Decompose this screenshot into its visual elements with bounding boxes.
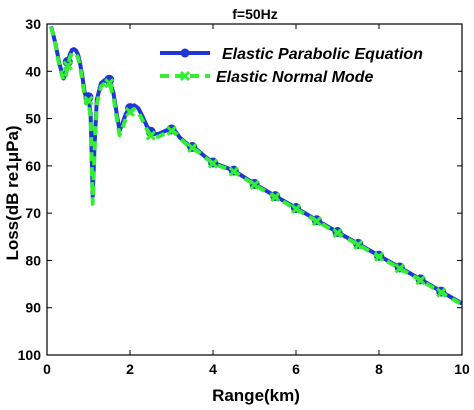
marker-stroke bbox=[166, 125, 177, 136]
marker-stroke bbox=[290, 203, 302, 214]
x-tick-label: 6 bbox=[292, 361, 300, 377]
series-1-marker-8 bbox=[228, 166, 239, 177]
marker-stroke bbox=[187, 142, 198, 153]
y-tick-label: 40 bbox=[25, 63, 41, 79]
series-1-marker-2 bbox=[104, 78, 115, 89]
marker-stroke bbox=[270, 192, 281, 203]
marker-stroke bbox=[228, 166, 239, 177]
marker-stroke bbox=[394, 263, 405, 274]
x-tick-label: 2 bbox=[126, 361, 134, 377]
series-1-marker-18 bbox=[436, 287, 447, 298]
marker-stroke bbox=[249, 179, 260, 190]
y-axis-label: Loss(dB re1μPa) bbox=[3, 125, 22, 260]
x-tick-label: 4 bbox=[209, 361, 217, 377]
series-1-marker-9 bbox=[249, 179, 260, 190]
legend-marker-parabolic bbox=[180, 48, 190, 58]
x-tick-label: 8 bbox=[375, 361, 383, 377]
x-tick-label: 10 bbox=[454, 361, 470, 377]
legend-marker-normal-mode bbox=[179, 70, 191, 82]
series-1-marker-0 bbox=[62, 60, 73, 71]
series-1-marker-13 bbox=[332, 227, 343, 239]
x-axis-label: Range(km) bbox=[212, 386, 300, 405]
legend-label-parabolic: Elastic Parabolic Equation bbox=[222, 46, 423, 63]
marker-stroke bbox=[207, 158, 219, 169]
series-1-marker-16 bbox=[394, 263, 405, 274]
marker-stroke bbox=[124, 106, 136, 118]
legend-box bbox=[150, 36, 458, 90]
marker-stroke bbox=[373, 251, 385, 262]
legend: Elastic Parabolic Equation Elastic Norma… bbox=[150, 36, 458, 90]
y-tick-label: 70 bbox=[25, 205, 41, 221]
marker-stroke bbox=[83, 95, 94, 106]
y-tick-label: 100 bbox=[18, 347, 42, 363]
y-tick-label: 50 bbox=[25, 111, 41, 127]
series-layer bbox=[49, 25, 463, 307]
y-tick-label: 90 bbox=[25, 300, 41, 316]
legend-label-normal-mode: Elastic Normal Mode bbox=[216, 69, 373, 86]
axes-layer: 0 2 4 6 8 10 30 40 50 60 70 80 90 100 bbox=[18, 16, 470, 377]
marker-stroke bbox=[332, 227, 343, 239]
marker-stroke bbox=[415, 275, 426, 286]
series-1-marker-4 bbox=[145, 130, 156, 141]
marker-stroke bbox=[179, 70, 191, 82]
series-1-marker-17 bbox=[415, 275, 426, 286]
series-1-marker-5 bbox=[166, 125, 177, 136]
series-1-marker-12 bbox=[311, 216, 322, 227]
marker-stroke bbox=[311, 216, 322, 227]
y-tick-label: 60 bbox=[25, 158, 41, 174]
y-tick-label: 80 bbox=[25, 252, 41, 268]
marker-stroke bbox=[104, 78, 115, 89]
marker-stroke bbox=[62, 60, 73, 71]
series-1-marker-1 bbox=[83, 95, 94, 106]
y-tick-label: 30 bbox=[25, 16, 41, 32]
series-1-marker-7 bbox=[207, 158, 219, 169]
series-1-marker-3 bbox=[124, 106, 136, 118]
series-1-marker-15 bbox=[373, 251, 385, 262]
plot-frame bbox=[46, 23, 463, 356]
marker-stroke bbox=[145, 130, 156, 141]
series-1-marker-11 bbox=[290, 203, 302, 214]
x-tick-label: 0 bbox=[43, 361, 51, 377]
chart-title: f=50Hz bbox=[232, 6, 278, 22]
series-1-marker-6 bbox=[187, 142, 198, 153]
series-1-marker-10 bbox=[270, 192, 281, 203]
marker-stroke bbox=[353, 239, 364, 250]
series-1-marker-14 bbox=[353, 239, 364, 250]
marker-stroke bbox=[436, 287, 447, 298]
